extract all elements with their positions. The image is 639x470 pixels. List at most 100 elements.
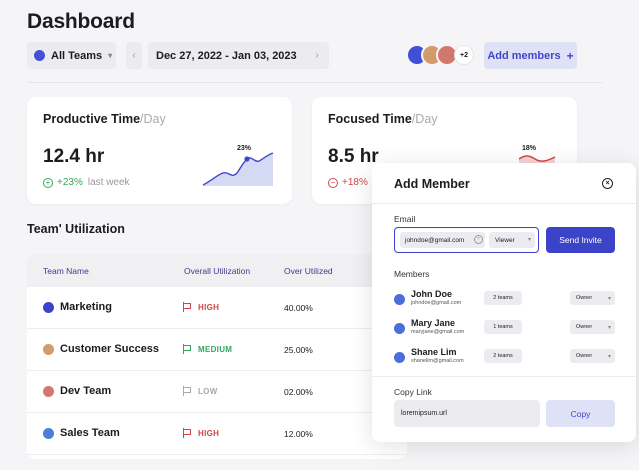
- team-name: Customer Success: [60, 343, 160, 355]
- over-utilized-value: 02.00%: [284, 387, 313, 397]
- table-header: Team Name Overall Utilization Over Utili…: [27, 254, 407, 287]
- column-header-overall-utilization[interactable]: Overall Utilization: [184, 266, 251, 276]
- member-role-select[interactable]: Owner ▾: [570, 291, 615, 305]
- productive-time-card: Productive Time/Day 12.4 hr + +23% last …: [27, 97, 292, 204]
- card-delta: + +23% last week: [43, 177, 130, 188]
- utilization-cell: MEDIUM: [183, 344, 232, 354]
- team-name: Marketing: [60, 301, 112, 313]
- close-icon[interactable]: ×: [602, 178, 613, 189]
- column-header-team-name[interactable]: Team Name: [43, 266, 89, 276]
- member-teams-badge[interactable]: 2 teams: [484, 291, 522, 305]
- email-chip[interactable]: johndoe@gmail.com ×: [400, 232, 485, 248]
- member-email: johndoe@gmail.com: [411, 300, 462, 306]
- chevron-down-icon: ▾: [527, 237, 531, 243]
- add-member-modal: Add Member × Email johndoe@gmail.com × V…: [372, 163, 636, 442]
- send-invite-button[interactable]: Send Invite: [546, 227, 615, 253]
- delta-value: +23%: [57, 177, 83, 188]
- utilization-level: MEDIUM: [198, 344, 233, 354]
- chevron-right-icon: ›: [315, 50, 319, 61]
- card-value: 12.4 hr: [43, 146, 105, 167]
- card-value: 8.5 hr: [328, 146, 379, 167]
- prev-range-button[interactable]: ‹: [126, 42, 142, 69]
- team-select[interactable]: All Teams ▾: [27, 42, 116, 69]
- sparkline-point: [244, 156, 250, 162]
- chevron-down-icon: ▾: [108, 51, 113, 60]
- clear-icon[interactable]: ×: [474, 235, 483, 244]
- minus-circle-icon: −: [328, 177, 338, 188]
- over-utilized-value: 40.00%: [284, 303, 313, 313]
- sparkline-label: 18%: [522, 145, 537, 152]
- utilization-title: Team' Utilization: [27, 222, 125, 236]
- next-range-button[interactable]: ›: [309, 42, 325, 69]
- members-label: Members: [394, 269, 430, 279]
- member-teams-badge[interactable]: 2 teams: [484, 349, 522, 363]
- member-email: shanelim@gmail.com: [411, 358, 464, 364]
- card-title-text: Focused Time: [328, 112, 412, 126]
- role-select[interactable]: Viewer ▾: [489, 232, 535, 248]
- team-color-dot: [34, 50, 45, 61]
- member-row: Mary Jane maryjane@gmail.com 1 teams Owner ▾: [394, 318, 624, 344]
- modal-divider: [372, 376, 636, 377]
- avatar: [394, 352, 405, 363]
- team-name-cell: Marketing: [43, 301, 112, 313]
- member-name: Shane Lim: [411, 347, 457, 357]
- chevron-down-icon: ▾: [607, 296, 611, 302]
- member-role-value: Owner: [576, 353, 593, 359]
- team-select-label: All Teams: [51, 49, 103, 62]
- page-title: Dashboard: [27, 10, 135, 33]
- member-role-value: Owner: [576, 295, 593, 301]
- team-color-dot: [43, 301, 54, 313]
- email-label: Email: [394, 214, 416, 224]
- table-row[interactable]: Marketing HIGH 40.00%: [27, 287, 407, 329]
- copy-link-input[interactable]: loremipsum.url: [394, 400, 540, 427]
- table-row[interactable]: Dev Team LOW 02.00%: [27, 371, 407, 413]
- sparkline-label: 23%: [237, 145, 252, 152]
- team-name-cell: Sales Team: [43, 427, 120, 439]
- member-role-value: Owner: [576, 324, 593, 330]
- team-color-dot: [43, 343, 54, 355]
- chevron-down-icon: ▾: [607, 325, 611, 331]
- card-title-text: Productive Time: [43, 112, 141, 126]
- delta-value: +18%: [342, 177, 368, 188]
- member-teams-badge[interactable]: 1 teams: [484, 320, 522, 334]
- email-field[interactable]: johndoe@gmail.com × Viewer ▾: [394, 227, 539, 253]
- utilization-level: HIGH: [198, 428, 220, 438]
- over-utilized-value: 25.00%: [284, 345, 313, 355]
- avatar: [394, 323, 405, 334]
- sparkline-line: [202, 152, 274, 186]
- team-color-dot: [43, 385, 54, 397]
- date-range-picker[interactable]: Dec 27, 2022 - Jan 03, 2023: [148, 42, 329, 69]
- table-row[interactable]: Customer Success MEDIUM 25.00%: [27, 329, 407, 371]
- card-title: Focused Time/Day: [328, 112, 438, 126]
- add-members-button[interactable]: Add members +: [484, 42, 577, 69]
- member-avatars[interactable]: +2: [406, 44, 486, 66]
- team-name-cell: Dev Team: [43, 385, 111, 397]
- member-role-select[interactable]: Owner ▾: [570, 320, 615, 334]
- table-row[interactable]: Sales Team HIGH 12.00%: [27, 413, 407, 455]
- utilization-table: Team Name Overall Utilization Over Utili…: [27, 254, 407, 459]
- card-title-suffix: /Day: [140, 112, 166, 126]
- chevron-left-icon: ‹: [132, 50, 136, 61]
- member-name: John Doe: [411, 289, 453, 299]
- productive-sparkline: [202, 152, 274, 186]
- member-role-select[interactable]: Owner ▾: [570, 349, 615, 363]
- modal-title: Add Member: [394, 177, 470, 191]
- chevron-down-icon: ▾: [607, 354, 611, 360]
- role-select-value: Viewer: [495, 236, 515, 244]
- member-row: John Doe johndoe@gmail.com 2 teams Owner ▾: [394, 289, 624, 315]
- plus-icon: +: [566, 48, 574, 63]
- flag-icon: [183, 428, 192, 438]
- column-header-over-utilized[interactable]: Over Utilized: [284, 266, 333, 276]
- utilization-level: LOW: [198, 386, 218, 396]
- email-chip-value: johndoe@gmail.com: [405, 236, 465, 244]
- utilization-level: HIGH: [198, 302, 220, 312]
- team-name: Sales Team: [60, 427, 120, 439]
- delta-note: last week: [87, 177, 130, 188]
- card-delta: − +18%: [328, 177, 368, 188]
- modal-divider: [372, 203, 636, 204]
- flag-icon: [183, 302, 192, 312]
- member-name: Mary Jane: [411, 318, 456, 328]
- avatar-more-count[interactable]: +2: [455, 46, 473, 64]
- member-email: maryjane@gmail.com: [411, 329, 465, 335]
- copy-button[interactable]: Copy: [546, 400, 615, 427]
